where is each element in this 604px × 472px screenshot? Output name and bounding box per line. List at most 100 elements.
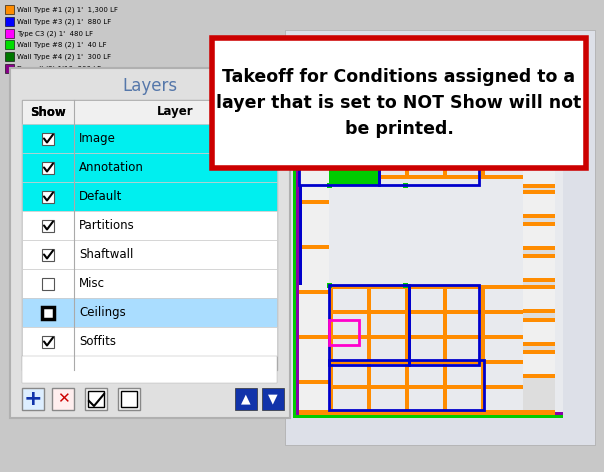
Bar [299,380,329,384]
Text: Takeoff for Conditions assigned to a
layer that is set to NOT Show will not
be p: Takeoff for Conditions assigned to a lay… [216,67,582,138]
Bar [42,161,54,174]
Bar [42,278,54,289]
Bar [42,133,54,144]
Bar [299,200,329,204]
Bar [5,17,14,26]
Bar [329,285,333,415]
Text: Annotation: Annotation [79,161,144,174]
Text: Layer: Layer [157,106,194,118]
Bar [439,70,484,125]
Bar [409,285,479,365]
Bar [443,65,447,175]
Bar [293,38,563,418]
Bar [481,65,485,175]
Bar [523,160,555,188]
Bar [405,285,409,415]
Bar [296,412,563,415]
Bar [85,388,107,410]
Bar [42,248,54,261]
Bar [367,285,371,415]
Bar [523,278,555,282]
Bar [118,388,140,410]
Bar [262,388,284,410]
Bar [523,130,555,158]
Bar [299,155,329,159]
Bar [523,184,555,188]
Bar [523,160,555,164]
Bar [523,254,555,282]
Bar [523,222,555,250]
Bar [329,185,523,285]
Bar [285,30,595,445]
Bar [329,360,484,410]
Bar [293,415,563,418]
Text: Default: Default [79,190,123,203]
Bar [403,183,408,188]
Bar [5,40,14,49]
Bar [22,327,277,356]
Bar [367,65,371,175]
Bar [384,70,439,125]
Bar [299,65,329,415]
Bar [523,65,555,69]
Bar [293,38,296,418]
Bar [403,283,408,288]
Bar [523,246,555,250]
Bar [299,245,329,249]
Bar [379,135,409,155]
Bar [329,125,523,129]
Bar [22,153,277,182]
Bar [329,65,333,175]
Bar [379,125,479,185]
Bar [523,190,555,218]
Bar [22,269,277,298]
Bar [299,185,302,285]
Bar [299,335,329,339]
Bar [22,211,277,240]
Bar [299,125,379,185]
Text: ▼: ▼ [268,393,278,405]
Bar [523,285,555,289]
Bar [235,388,257,410]
Bar [523,309,555,313]
Bar [523,254,555,258]
Bar [523,130,555,134]
Bar [42,336,54,347]
Bar [329,150,523,154]
Bar [5,29,14,38]
Bar [329,385,523,389]
Bar [52,388,74,410]
Bar [327,183,332,188]
Bar [329,310,523,314]
Bar [5,52,14,61]
Bar [327,123,332,128]
Bar [10,68,290,418]
Bar [523,154,555,158]
Bar [403,123,408,128]
Bar [329,285,523,289]
Text: Wall Type #3 (2) 1'  880 LF: Wall Type #3 (2) 1' 880 LF [17,18,111,25]
Bar [299,65,329,69]
Bar [22,240,277,269]
Bar [22,100,277,370]
Bar [299,65,555,70]
Text: Type C3 (2) 1'  480 LF: Type C3 (2) 1' 480 LF [17,30,93,37]
Bar [22,182,277,211]
Bar [329,360,523,364]
Text: Wall Type #4 (2) 1'  300 LF: Wall Type #4 (2) 1' 300 LF [17,53,111,60]
Bar [22,298,277,327]
Bar [329,175,523,179]
Bar [523,65,555,93]
Bar [523,285,555,313]
Bar [481,285,485,415]
Bar [523,350,555,378]
Bar [523,374,555,378]
Bar [329,320,359,345]
Text: Soffits: Soffits [79,335,116,348]
Bar [523,122,555,126]
Bar [523,350,555,354]
Text: Wall Type #1 (2) 1'  1,300 LF: Wall Type #1 (2) 1' 1,300 LF [17,6,118,13]
Text: Partitions: Partitions [79,219,135,232]
Bar [329,70,384,125]
Bar [443,285,447,415]
